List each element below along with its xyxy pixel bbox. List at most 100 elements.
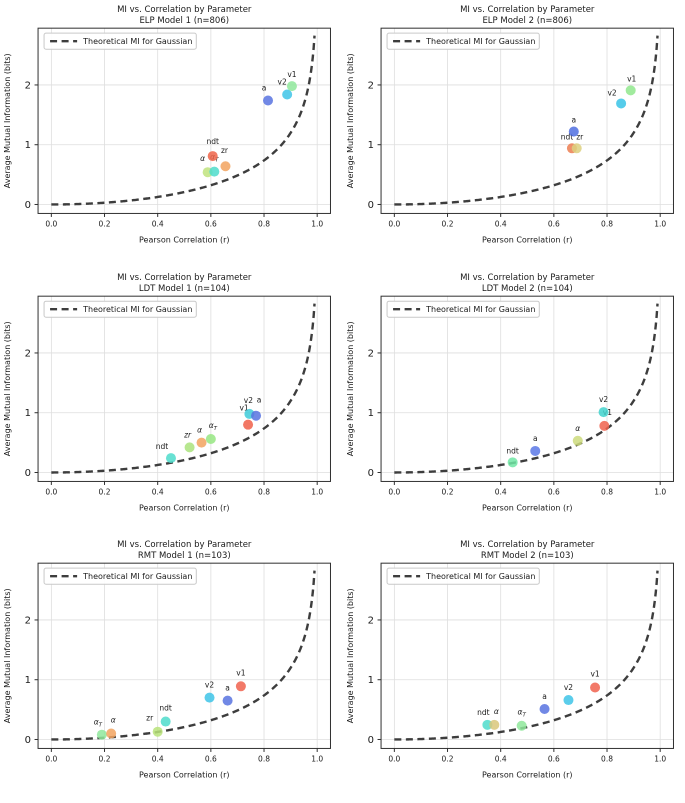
scatter-point-ndt (207, 151, 218, 162)
scatter-point-α (106, 728, 117, 739)
scatter-point-zr (184, 442, 195, 453)
legend: Theoretical MI for Gaussian (43, 568, 197, 586)
y-tick-label: 1 (367, 408, 373, 419)
point-label-zr: zr (183, 430, 192, 439)
x-axis-label: Pearson Correlation (r) (482, 771, 573, 780)
point-label-v1: v1 (627, 74, 636, 83)
legend: Theoretical MI for Gaussian (386, 568, 540, 586)
subplot-ldt-model-1: ndt zr α αT v1 v2 a 0.0 0.2 0.4 0.6 0.8 1.0 0 1 2 MI vs.… (0, 267, 343, 536)
point-label-v1: v1 (287, 70, 296, 79)
point-label-α-T: αT (94, 718, 103, 729)
x-tick-label: 0.8 (258, 487, 270, 496)
legend-label: Theoretical MI for Gaussian (82, 37, 192, 46)
point-label-a: a (225, 684, 230, 693)
x-tick-label: 0.6 (205, 755, 217, 764)
y-tick-label: 1 (367, 676, 373, 687)
scatter-point-α-T (96, 730, 107, 741)
scatter-point-ndt (165, 452, 176, 463)
y-tick-label: 0 (25, 468, 31, 479)
chart-title-line1: MI vs. Correlation by Parameter (460, 540, 595, 550)
legend-label: Theoretical MI for Gaussian (82, 573, 192, 582)
y-axis-label: Average Mutual Information (bits) (3, 53, 12, 188)
x-axis-label: Pearson Correlation (r) (139, 771, 230, 780)
point-label-α-T: αT (517, 708, 526, 719)
x-axis-label: Pearson Correlation (r) (139, 235, 230, 244)
subplot-rmt-model-2: ndt α αT a v2 v1 0.0 0.2 0.4 0.6 0.8 1.0 0 1 2 MI vs. C… (342, 535, 685, 803)
legend-box (386, 32, 540, 50)
point-label-ndt: ndt (206, 137, 219, 146)
x-axis-label: Pearson Correlation (r) (482, 235, 573, 244)
x-tick-label: 1.0 (311, 487, 323, 496)
scatter-point-v1 (243, 419, 254, 430)
point-label-zr: zr (576, 132, 584, 141)
point-label-α: α (111, 716, 116, 725)
x-tick-label: 0.4 (494, 755, 506, 764)
y-axis-label: Average Mutual Information (bits) (346, 53, 355, 188)
scatter-point-v1 (235, 681, 246, 692)
y-tick-label: 2 (25, 348, 31, 359)
x-tick-label: 0.2 (99, 487, 111, 496)
point-label-v2: v2 (598, 395, 607, 404)
legend-box (386, 568, 540, 586)
y-axis-label: Average Mutual Information (bits) (3, 321, 12, 456)
point-label-ndt: ndt (506, 446, 519, 455)
point-label-a: a (532, 434, 537, 443)
x-tick-label: 0.6 (547, 219, 559, 228)
chart-canvas: ndt α αT a v2 v1 0.0 0.2 0.4 0.6 0.8 1.0 0 1 2 MI vs. C… (342, 535, 685, 803)
scatter-point-α-T (209, 166, 220, 177)
point-label-v2: v2 (563, 683, 572, 692)
chart-title-line1: MI vs. Correlation by Parameter (117, 5, 252, 15)
scatter-point-v1 (286, 81, 297, 92)
x-tick-label: 0.8 (258, 219, 270, 228)
y-tick-label: 0 (367, 735, 373, 746)
scatter-point-a (263, 95, 274, 106)
y-tick-label: 2 (367, 80, 373, 91)
y-axis-label: Average Mutual Information (bits) (3, 589, 12, 724)
scatter-point-a (568, 126, 579, 137)
legend-label: Theoretical MI for Gaussian (425, 573, 535, 582)
mi-curve (51, 35, 316, 206)
y-axis-label: Average Mutual Information (bits) (346, 589, 355, 724)
point-label-a: a (542, 692, 547, 701)
axes-box (37, 27, 331, 214)
point-label-ndt: ndt (156, 442, 169, 451)
x-tick-label: 0.8 (601, 755, 613, 764)
x-tick-label: 0.0 (388, 755, 400, 764)
y-tick-label: 2 (25, 80, 31, 91)
point-label-a: a (262, 83, 267, 92)
scatter-point-v1 (625, 85, 636, 96)
legend: Theoretical MI for Gaussian (43, 300, 197, 318)
point-label-α: α (493, 707, 498, 716)
axes-box (37, 295, 331, 482)
x-tick-label: 0.0 (388, 219, 400, 228)
scatter-point-zr (152, 727, 163, 738)
y-tick-label: 1 (367, 140, 373, 151)
mi-curve (51, 570, 316, 742)
y-axis-label: Average Mutual Information (bits) (346, 321, 355, 456)
axes-box (380, 563, 674, 750)
chart-title-line2: ELP Model 1 (n=806) (139, 16, 229, 26)
y-tick-label: 0 (367, 200, 373, 211)
point-label-v1: v1 (236, 669, 245, 678)
chart-title-line2: ELP Model 2 (n=806) (482, 16, 572, 26)
x-tick-label: 1.0 (654, 487, 666, 496)
scatter-point-a (251, 410, 262, 421)
scatter-point-v2 (615, 98, 626, 109)
x-tick-label: 0.0 (45, 487, 57, 496)
chart-title-line2: LDT Model 2 (n=104) (481, 284, 572, 294)
x-tick-label: 0.2 (441, 487, 453, 496)
legend: Theoretical MI for Gaussian (386, 300, 540, 318)
mi-curve (393, 35, 659, 206)
legend: Theoretical MI for Gaussian (386, 32, 540, 50)
x-axis-label: Pearson Correlation (r) (482, 503, 573, 512)
point-label-v2: v2 (244, 396, 253, 405)
point-label-v1: v1 (239, 403, 248, 412)
x-tick-label: 0.4 (152, 219, 164, 228)
chart-title-line1: MI vs. Correlation by Parameter (117, 273, 252, 283)
legend-label: Theoretical MI for Gaussian (82, 305, 192, 314)
scatter-point-ndt (507, 456, 518, 467)
